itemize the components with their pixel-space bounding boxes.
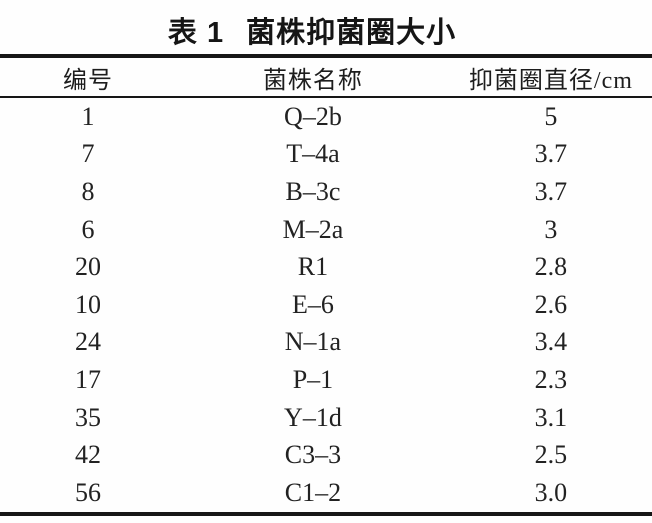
table-number-label: 表 1 [167, 17, 225, 49]
cell-strain-name: Q–2b [284, 101, 342, 131]
cell-id: 17 [75, 364, 102, 394]
cell-strain-name: M–2a [282, 214, 344, 244]
table-body: 1 Q–2b 5 7 T–4a 3.7 8 B–3c 3.7 6 M–2a 3 … [0, 97, 652, 514]
cell-diameter: 2.8 [534, 252, 568, 282]
cell-diameter: 2.3 [534, 364, 568, 394]
header-diameter: 抑菌圈直径/cm [449, 56, 652, 98]
table-header: 编号 菌株名称 抑菌圈直径/cm [0, 56, 652, 98]
table-row: 10 E–6 2.6 [0, 286, 652, 324]
cell-strain-name: C3–3 [284, 440, 342, 470]
header-row: 编号 菌株名称 抑菌圈直径/cm [0, 56, 652, 98]
cell-strain-name: Y–1d [284, 402, 342, 432]
cell-diameter: 2.6 [534, 289, 568, 319]
cell-id: 6 [81, 214, 95, 244]
cell-diameter: 3.7 [534, 176, 568, 206]
cell-strain-name: N–1a [284, 327, 342, 357]
cell-diameter: 3.1 [534, 402, 568, 432]
header-id: 编号 [0, 56, 177, 98]
table-row: 8 B–3c 3.7 [0, 173, 652, 211]
cell-id: 56 [75, 477, 102, 507]
cell-strain-name: B–3c [285, 176, 341, 206]
cell-diameter: 3.4 [534, 327, 568, 357]
cell-id: 20 [75, 252, 102, 282]
cell-strain-name: R1 [297, 252, 329, 282]
cell-id: 10 [75, 289, 102, 319]
table-row: 24 N–1a 3.4 [0, 324, 652, 362]
table-row: 1 Q–2b 5 [0, 97, 652, 136]
cell-diameter: 3 [544, 214, 558, 244]
cell-id: 7 [81, 139, 95, 169]
cell-strain-name: P–1 [292, 364, 334, 394]
cell-strain-name: E–6 [292, 289, 334, 319]
table-row: 17 P–1 2.3 [0, 361, 652, 399]
cell-id: 1 [81, 101, 95, 131]
cell-diameter: 2.5 [534, 440, 568, 470]
header-strain-name: 菌株名称 [176, 56, 450, 98]
cell-id: 35 [75, 402, 102, 432]
table-row: 6 M–2a 3 [0, 211, 652, 249]
cell-diameter: 5 [544, 101, 558, 131]
cell-strain-name: C1–2 [284, 477, 342, 507]
cell-diameter: 3.0 [534, 477, 568, 507]
cell-id: 8 [81, 176, 95, 206]
table-row: 7 T–4a 3.7 [0, 136, 652, 174]
table-row: 20 R1 2.8 [0, 248, 652, 286]
table-row: 35 Y–1d 3.1 [0, 399, 652, 437]
cell-id: 42 [75, 440, 102, 470]
strain-table: 编号 菌株名称 抑菌圈直径/cm 1 Q–2b 5 7 T–4a 3.7 8 B… [0, 54, 652, 516]
table-title: 表 1 菌株抑菌圈大小 [0, 9, 652, 51]
table-row: 42 C3–3 2.5 [0, 436, 652, 474]
cell-diameter: 3.7 [534, 139, 568, 169]
cell-strain-name: T–4a [286, 139, 340, 169]
cell-id: 24 [75, 327, 102, 357]
table-row: 56 C1–2 3.0 [0, 474, 652, 514]
table-title-text: 菌株抑菌圈大小 [246, 17, 457, 49]
